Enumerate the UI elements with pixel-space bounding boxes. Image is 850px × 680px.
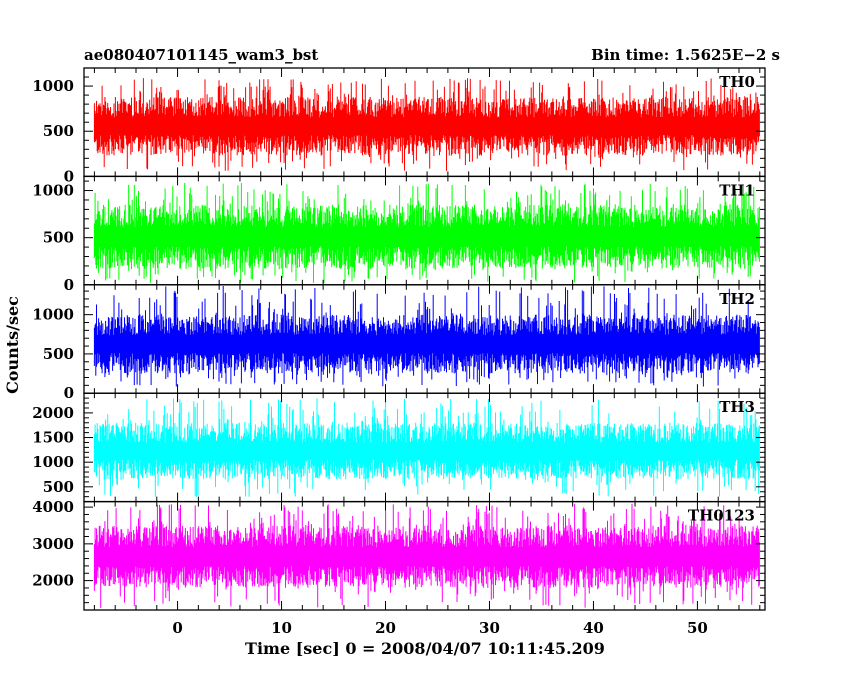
panel-th2: 0 500 1000 TH2	[32, 284, 766, 402]
y-tick-label: 1500	[32, 429, 74, 447]
panel-th1: 0 500 1000 TH1	[32, 175, 766, 294]
panel-label-th2: TH2	[719, 290, 755, 308]
series-th3	[93, 398, 760, 497]
y-tick-label: 2000	[32, 404, 74, 422]
y-tick-label: 1000	[32, 182, 74, 200]
y-tick-label: 500	[43, 478, 74, 496]
panel-th3: 500 1000 1500 2000 TH3	[32, 392, 766, 503]
x-tick-label: 50	[687, 619, 708, 637]
series-th1	[93, 183, 760, 283]
y-tick-label: 3000	[32, 535, 74, 553]
x-tick-label: 10	[271, 619, 292, 637]
y-axis-title: Counts/sec	[3, 296, 22, 394]
panel-label-th3: TH3	[719, 398, 755, 416]
x-axis: 0 10 20 30 40 50	[172, 619, 708, 637]
y-tick-label: 0	[64, 384, 74, 402]
y-tick-label: 500	[43, 345, 74, 363]
series-th0	[93, 78, 760, 171]
series-th2	[93, 286, 760, 387]
y-tick-label: 500	[43, 122, 74, 140]
y-tick-label: 500	[43, 229, 74, 247]
y-tick-label: 4000	[32, 498, 74, 516]
y-tick-label: 1000	[32, 453, 74, 471]
y-tick-label: 0	[64, 276, 74, 294]
x-axis-title: Time [sec] 0 = 2008/04/07 10:11:45.209	[245, 639, 605, 658]
y-tick-label: 1000	[32, 306, 74, 324]
panel-label-th1: TH1	[719, 181, 755, 199]
x-tick-label: 20	[375, 619, 396, 637]
panel-label-th0123: TH0123	[688, 507, 755, 525]
panels-group: 0 500 1000 TH0 0 500 1000 TH1 0 500 1000 TH2 500 1000…	[32, 67, 766, 611]
x-tick-label: 0	[172, 619, 182, 637]
x-tick-label: 30	[479, 619, 500, 637]
y-tick-label: 1000	[32, 77, 74, 95]
panel-th0: 0 500 1000 TH0	[32, 67, 766, 185]
panel-label-th0: TH0	[719, 73, 755, 91]
panel-th0123: 2000 3000 4000 TH0123	[32, 498, 766, 611]
panel-frame	[83, 500, 766, 611]
series-th0123	[93, 503, 760, 608]
bin-time-label: Bin time: 1.5625E−2 s	[591, 46, 780, 64]
y-tick-label: 2000	[32, 572, 74, 590]
chart-title: ae080407101145_wam3_bst	[84, 46, 318, 64]
x-tick-label: 40	[583, 619, 604, 637]
y-tick-label: 0	[64, 167, 74, 185]
